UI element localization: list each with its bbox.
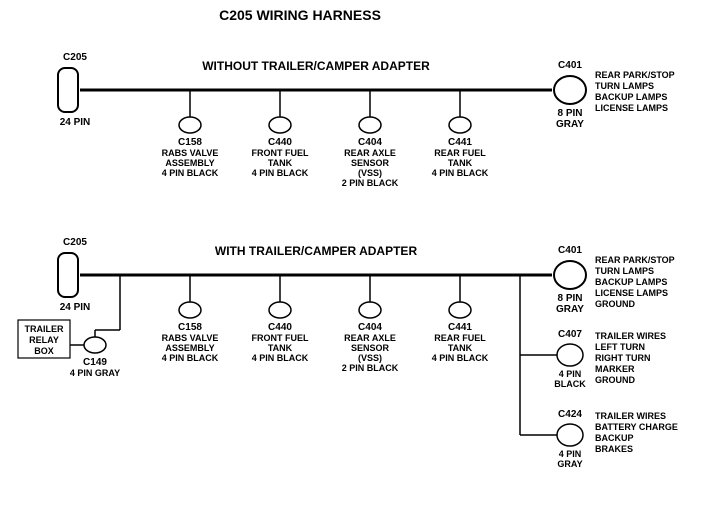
svg-text:4 PIN BLACK: 4 PIN BLACK	[162, 353, 219, 363]
svg-text:GRAY: GRAY	[556, 304, 584, 315]
svg-text:4 PIN: 4 PIN	[559, 369, 582, 379]
svg-text:8 PIN: 8 PIN	[557, 293, 582, 304]
svg-text:4 PIN BLACK: 4 PIN BLACK	[252, 353, 309, 363]
svg-text:4 PIN: 4 PIN	[559, 449, 582, 459]
svg-text:ASSEMBLY: ASSEMBLY	[165, 343, 214, 353]
branch-connector	[179, 117, 201, 133]
diagram-title: C205 WIRING HARNESS	[219, 7, 381, 23]
svg-text:(VSS): (VSS)	[358, 168, 382, 178]
svg-text:4 PIN BLACK: 4 PIN BLACK	[252, 168, 309, 178]
extra-right-connector	[557, 424, 583, 446]
extra-left-connector	[84, 337, 106, 353]
svg-text:GROUND: GROUND	[595, 375, 635, 385]
svg-text:C158: C158	[178, 137, 202, 148]
svg-text:BRAKES: BRAKES	[595, 444, 633, 454]
svg-text:BATTERY CHARGE: BATTERY CHARGE	[595, 422, 678, 432]
svg-text:BOX: BOX	[34, 346, 54, 356]
svg-text:TURN LAMPS: TURN LAMPS	[595, 266, 654, 276]
svg-text:C401: C401	[558, 245, 582, 256]
svg-text:GRAY: GRAY	[556, 119, 584, 130]
branch-connector	[179, 302, 201, 318]
branch-connector	[269, 302, 291, 318]
branch-connector	[269, 117, 291, 133]
right-connector	[554, 261, 586, 289]
svg-text:2 PIN BLACK: 2 PIN BLACK	[342, 178, 399, 188]
svg-text:LICENSE LAMPS: LICENSE LAMPS	[595, 288, 668, 298]
svg-text:C440: C440	[268, 322, 292, 333]
svg-text:REAR PARK/STOP: REAR PARK/STOP	[595, 70, 675, 80]
svg-text:(VSS): (VSS)	[358, 353, 382, 363]
svg-text:SENSOR: SENSOR	[351, 158, 390, 168]
svg-text:TANK: TANK	[268, 158, 293, 168]
svg-text:2 PIN BLACK: 2 PIN BLACK	[342, 363, 399, 373]
svg-text:24 PIN: 24 PIN	[60, 302, 91, 313]
svg-text:REAR FUEL: REAR FUEL	[434, 333, 486, 343]
svg-text:RABS VALVE: RABS VALVE	[162, 333, 219, 343]
svg-text:4 PIN BLACK: 4 PIN BLACK	[432, 168, 489, 178]
svg-text:TRAILER WIRES: TRAILER WIRES	[595, 331, 666, 341]
svg-text:C407: C407	[558, 329, 582, 340]
svg-text:SENSOR: SENSOR	[351, 343, 390, 353]
svg-text:REAR FUEL: REAR FUEL	[434, 148, 486, 158]
branch-connector	[449, 117, 471, 133]
svg-text:FRONT FUEL: FRONT FUEL	[252, 333, 309, 343]
svg-text:REAR AXLE: REAR AXLE	[344, 333, 396, 343]
svg-text:TANK: TANK	[448, 343, 473, 353]
branch-connector	[359, 117, 381, 133]
svg-text:C404: C404	[358, 322, 382, 333]
svg-text:C441: C441	[448, 137, 472, 148]
svg-text:TRAILER WIRES: TRAILER WIRES	[595, 411, 666, 421]
svg-text:GROUND: GROUND	[595, 299, 635, 309]
svg-text:LICENSE LAMPS: LICENSE LAMPS	[595, 103, 668, 113]
right-connector	[554, 76, 586, 104]
svg-text:BACKUP: BACKUP	[595, 433, 634, 443]
svg-text:MARKER: MARKER	[595, 364, 635, 374]
branch-connector	[359, 302, 381, 318]
svg-text:TRAILER: TRAILER	[25, 324, 64, 334]
svg-text:LEFT TURN: LEFT TURN	[595, 342, 645, 352]
svg-text:C149: C149	[83, 357, 107, 368]
svg-text:4 PIN BLACK: 4 PIN BLACK	[162, 168, 219, 178]
branch-connector	[449, 302, 471, 318]
svg-text:BACKUP LAMPS: BACKUP LAMPS	[595, 92, 667, 102]
svg-text:ASSEMBLY: ASSEMBLY	[165, 158, 214, 168]
svg-text:RIGHT TURN: RIGHT TURN	[595, 353, 651, 363]
svg-text:C440: C440	[268, 137, 292, 148]
svg-text:4 PIN BLACK: 4 PIN BLACK	[432, 353, 489, 363]
left-connector	[58, 68, 78, 112]
svg-text:C158: C158	[178, 322, 202, 333]
svg-text:C205: C205	[63, 237, 87, 248]
svg-text:TANK: TANK	[448, 158, 473, 168]
left-connector	[58, 253, 78, 297]
svg-text:BACKUP LAMPS: BACKUP LAMPS	[595, 277, 667, 287]
svg-text:TURN LAMPS: TURN LAMPS	[595, 81, 654, 91]
svg-text:C424: C424	[558, 409, 582, 420]
svg-text:FRONT FUEL: FRONT FUEL	[252, 148, 309, 158]
svg-text:REAR PARK/STOP: REAR PARK/STOP	[595, 255, 675, 265]
svg-text:GRAY: GRAY	[557, 459, 582, 469]
harness-subtitle: WITHOUT TRAILER/CAMPER ADAPTER	[202, 59, 430, 73]
svg-text:C441: C441	[448, 322, 472, 333]
extra-right-connector	[557, 344, 583, 366]
svg-text:4 PIN GRAY: 4 PIN GRAY	[70, 368, 120, 378]
svg-text:C404: C404	[358, 137, 382, 148]
svg-text:8 PIN: 8 PIN	[557, 108, 582, 119]
svg-text:RABS VALVE: RABS VALVE	[162, 148, 219, 158]
svg-text:C205: C205	[63, 52, 87, 63]
svg-text:RELAY: RELAY	[29, 335, 59, 345]
svg-text:24 PIN: 24 PIN	[60, 117, 91, 128]
svg-text:TANK: TANK	[268, 343, 293, 353]
harness-subtitle: WITH TRAILER/CAMPER ADAPTER	[215, 244, 418, 258]
svg-text:REAR AXLE: REAR AXLE	[344, 148, 396, 158]
svg-text:BLACK: BLACK	[554, 379, 586, 389]
svg-text:C401: C401	[558, 60, 582, 71]
